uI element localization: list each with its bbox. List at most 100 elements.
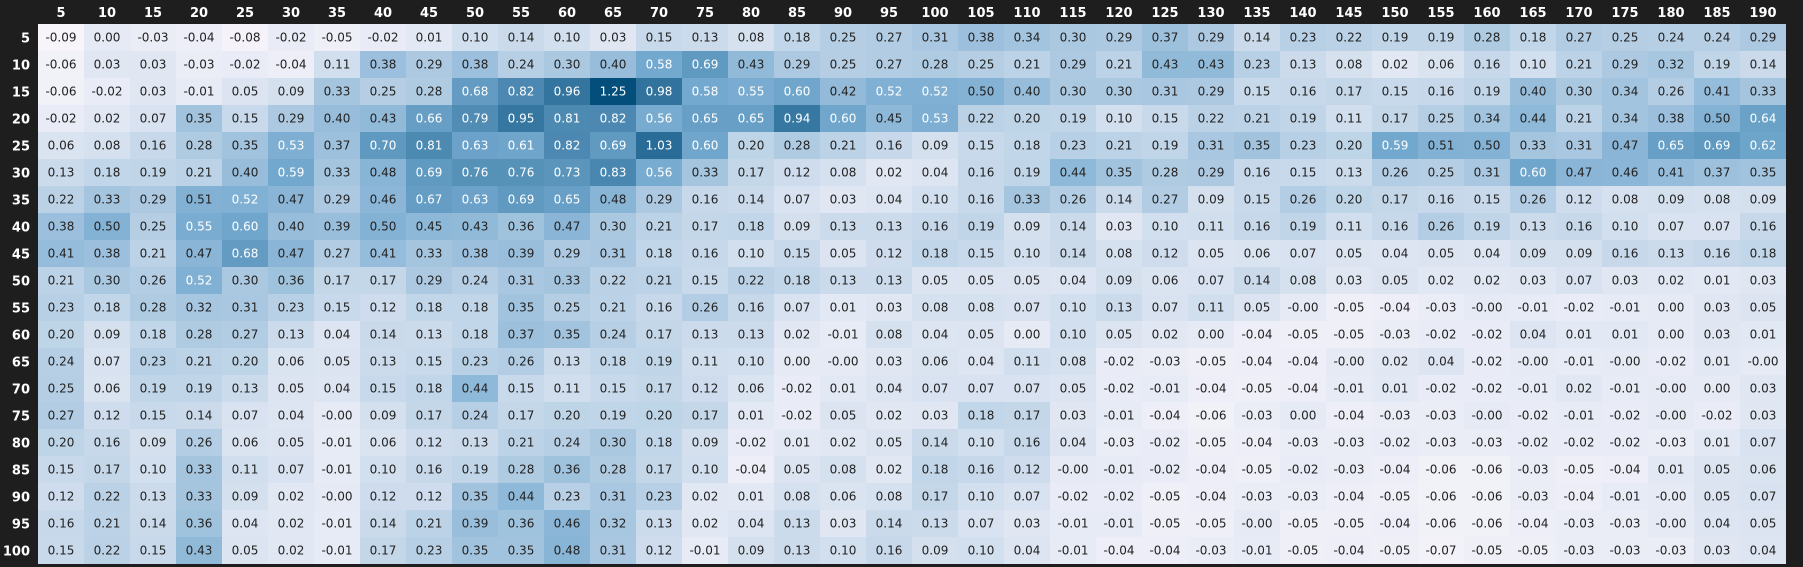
heatmap-cell (1096, 24, 1142, 51)
heatmap-cell (1510, 456, 1556, 483)
heatmap-cell (268, 537, 314, 564)
cell-value-label: -0.02 (91, 85, 122, 99)
cell-value-label: 0.31 (600, 544, 627, 558)
cell-value-label: -0.04 (1333, 544, 1364, 558)
heatmap-cell (1280, 375, 1326, 402)
cell-value-label: -0.03 (1563, 517, 1594, 531)
heatmap-cell (222, 375, 268, 402)
heatmap-cell (544, 186, 590, 213)
heatmap-cell (1234, 267, 1280, 294)
cell-value-label: 0.10 (738, 355, 765, 369)
cell-value-label: 0.18 (1014, 139, 1041, 153)
cell-value-label: -0.04 (1563, 490, 1594, 504)
cell-value-label: 0.03 (600, 31, 627, 45)
heatmap-cell (1142, 456, 1188, 483)
cell-value-label: 0.13 (462, 436, 489, 450)
cell-value-label: -0.04 (1241, 355, 1272, 369)
cell-value-label: -0.00 (1471, 301, 1502, 315)
heatmap-cell (682, 78, 728, 105)
heatmap-cell (1648, 348, 1694, 375)
heatmap-cell (1142, 51, 1188, 78)
cell-value-label: 0.27 (324, 247, 351, 261)
cell-value-label: 0.47 (1612, 139, 1639, 153)
heatmap-cell (1510, 402, 1556, 429)
cell-value-label: 0.16 (922, 220, 949, 234)
heatmap-cell (130, 294, 176, 321)
heatmap-cell (1004, 429, 1050, 456)
heatmap-cell (1050, 105, 1096, 132)
heatmap-cell (774, 348, 820, 375)
heatmap-cell (636, 159, 682, 186)
cell-value-label: 0.65 (554, 193, 581, 207)
heatmap-cell (728, 213, 774, 240)
column-label: 115 (1059, 6, 1086, 21)
heatmap-cell (360, 132, 406, 159)
heatmap-cell (1004, 105, 1050, 132)
cell-value-label: -0.00 (321, 490, 352, 504)
heatmap-cell (912, 267, 958, 294)
cell-value-label: 0.53 (278, 139, 305, 153)
heatmap-cell (222, 132, 268, 159)
cell-value-label: 0.48 (554, 544, 581, 558)
heatmap-cell (728, 294, 774, 321)
row-label: 10 (12, 59, 30, 74)
cell-value-label: 0.25 (1612, 31, 1639, 45)
cell-value-label: -0.02 (1425, 328, 1456, 342)
heatmap-cell (1648, 78, 1694, 105)
cell-value-label: -0.00 (827, 355, 858, 369)
heatmap-cell (268, 510, 314, 537)
heatmap-cell (1142, 294, 1188, 321)
heatmap-cell (1004, 402, 1050, 429)
cell-value-label: 0.06 (370, 436, 397, 450)
heatmap-cell (314, 348, 360, 375)
cell-value-label: 0.64 (1750, 112, 1777, 126)
heatmap-cell (1556, 24, 1602, 51)
row-label: 50 (12, 275, 30, 290)
heatmap-cell (1464, 24, 1510, 51)
heatmap-cell (866, 402, 912, 429)
row-label: 90 (12, 491, 30, 506)
cell-value-label: 0.25 (554, 301, 581, 315)
heatmap-cell (360, 429, 406, 456)
row-label: 65 (12, 356, 30, 371)
cell-value-label: 0.03 (1612, 274, 1639, 288)
cell-value-label: 0.20 (554, 409, 581, 423)
cell-value-label: 0.19 (1014, 166, 1041, 180)
heatmap-cell (1004, 537, 1050, 564)
heatmap-cell (1188, 375, 1234, 402)
heatmap-cell (1556, 132, 1602, 159)
cell-value-label: 0.09 (1658, 193, 1685, 207)
cell-value-label: 0.05 (232, 85, 259, 99)
cell-value-label: 0.19 (1474, 85, 1501, 99)
heatmap-cell (1694, 375, 1740, 402)
cell-value-label: 0.04 (1014, 544, 1041, 558)
cell-value-label: 0.37 (324, 139, 351, 153)
cell-value-label: 0.22 (738, 274, 765, 288)
cell-value-label: 0.76 (508, 166, 535, 180)
cell-value-label: 0.26 (1060, 193, 1087, 207)
heatmap-cell (84, 186, 130, 213)
heatmap-cell (1142, 348, 1188, 375)
heatmap-cell (314, 24, 360, 51)
heatmap-cell (1234, 132, 1280, 159)
heatmap-cell (590, 186, 636, 213)
cell-value-label: 0.60 (232, 220, 259, 234)
cell-value-label: -0.01 (1103, 517, 1134, 531)
heatmap-cell (360, 294, 406, 321)
heatmap-cell (1510, 159, 1556, 186)
cell-value-label: 0.07 (1750, 490, 1777, 504)
cell-value-label: 0.03 (1014, 517, 1041, 531)
cell-value-label: -0.02 (1609, 436, 1640, 450)
heatmap-cell (1648, 159, 1694, 186)
cell-value-label: -0.01 (827, 328, 858, 342)
heatmap-cell (1464, 375, 1510, 402)
cell-value-label: -0.00 (1333, 355, 1364, 369)
cell-value-label: 0.38 (462, 247, 489, 261)
heatmap-cell (1464, 213, 1510, 240)
heatmap-cell (1188, 267, 1234, 294)
heatmap-cell (912, 429, 958, 456)
heatmap-cell (314, 456, 360, 483)
heatmap-cell (452, 429, 498, 456)
column-label: 70 (650, 6, 668, 21)
heatmap-cell (958, 537, 1004, 564)
